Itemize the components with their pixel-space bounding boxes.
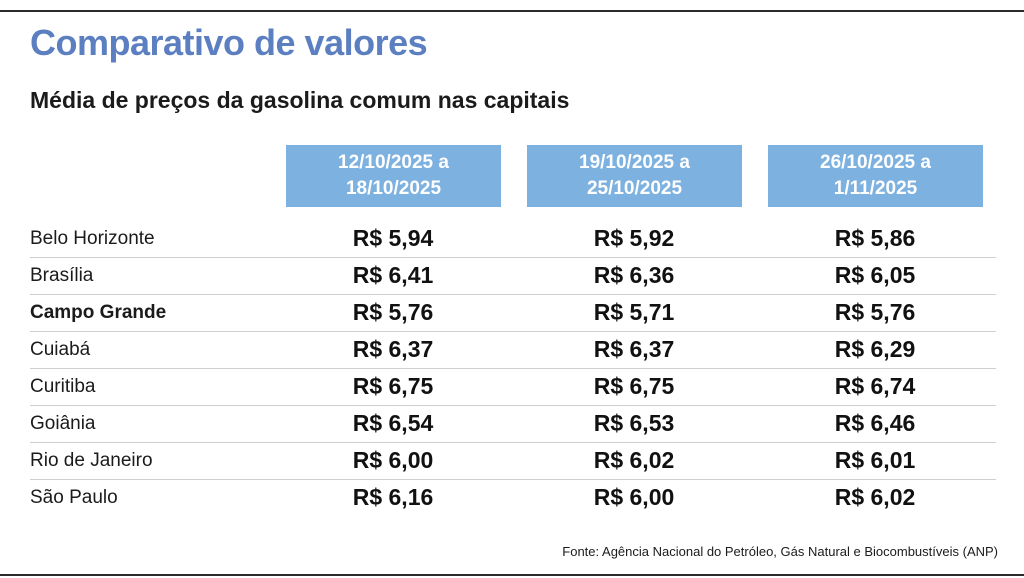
table-row: Rio de Janeiro R$ 6,00 R$ 6,02 R$ 6,01 xyxy=(30,442,996,480)
price-cell: R$ 6,00 xyxy=(593,484,675,510)
price-cell: R$ 6,37 xyxy=(352,336,434,362)
city-name: Brasília xyxy=(30,265,94,286)
column-header-label: 19/10/2025 a 25/10/2025 xyxy=(579,152,690,199)
table-row: Goiânia R$ 6,54 R$ 6,53 R$ 6,46 xyxy=(30,405,996,443)
price-cell: R$ 5,71 xyxy=(593,299,675,325)
table-row: Campo Grande R$ 5,76 R$ 5,71 R$ 5,76 xyxy=(30,294,996,332)
price-cell: R$ 6,05 xyxy=(834,262,916,288)
table-row: Belo Horizonte R$ 5,94 R$ 5,92 R$ 5,86 xyxy=(30,220,996,258)
price-cell: R$ 6,01 xyxy=(834,447,916,473)
page-subtitle: Média de preços da gasolina comum nas ca… xyxy=(30,87,570,113)
column-header-label: 26/10/2025 a 1/11/2025 xyxy=(820,152,931,199)
column-header-1: 12/10/2025 a 18/10/2025 xyxy=(286,145,501,207)
price-cell: R$ 6,54 xyxy=(352,410,434,436)
city-name: Rio de Janeiro xyxy=(30,450,153,471)
column-header-3: 26/10/2025 a 1/11/2025 xyxy=(768,145,983,207)
price-cell: R$ 6,02 xyxy=(834,484,916,510)
column-header-2: 19/10/2025 a 25/10/2025 xyxy=(527,145,742,207)
price-cell: R$ 6,02 xyxy=(593,447,675,473)
price-cell: R$ 6,16 xyxy=(352,484,434,510)
table-row: Curitiba R$ 6,75 R$ 6,75 R$ 6,74 xyxy=(30,368,996,406)
price-cell: R$ 5,92 xyxy=(593,225,675,251)
city-name: São Paulo xyxy=(30,487,118,508)
top-rule xyxy=(0,10,1024,12)
price-cell: R$ 5,76 xyxy=(352,299,434,325)
bottom-rule xyxy=(0,574,1024,576)
city-name: Goiânia xyxy=(30,413,96,434)
price-cell: R$ 5,94 xyxy=(352,225,434,251)
city-name: Belo Horizonte xyxy=(30,228,155,249)
price-cell: R$ 6,75 xyxy=(593,373,675,399)
table-row: São Paulo R$ 6,16 R$ 6,00 R$ 6,02 xyxy=(30,479,996,516)
price-cell: R$ 6,37 xyxy=(593,336,675,362)
table-row: Cuiabá R$ 6,37 R$ 6,37 R$ 6,29 xyxy=(30,331,996,369)
price-cell: R$ 6,41 xyxy=(352,262,434,288)
price-cell: R$ 6,46 xyxy=(834,410,916,436)
page-title: Comparativo de valores xyxy=(30,22,428,63)
table-row: Brasília R$ 6,41 R$ 6,36 R$ 6,05 xyxy=(30,257,996,295)
column-header-label: 12/10/2025 a 18/10/2025 xyxy=(338,152,449,199)
source-note: Fonte: Agência Nacional do Petróleo, Gás… xyxy=(562,544,998,559)
city-name: Cuiabá xyxy=(30,339,91,360)
price-cell: R$ 6,29 xyxy=(834,336,916,362)
price-cell: R$ 6,75 xyxy=(352,373,434,399)
price-cell: R$ 6,74 xyxy=(834,373,916,399)
price-cell: R$ 5,86 xyxy=(834,225,916,251)
city-name: Campo Grande xyxy=(30,302,167,323)
price-cell: R$ 5,76 xyxy=(834,299,916,325)
price-cell: R$ 6,00 xyxy=(352,447,434,473)
price-cell: R$ 6,53 xyxy=(593,410,675,436)
city-name: Curitiba xyxy=(30,376,96,397)
price-cell: R$ 6,36 xyxy=(593,262,675,288)
